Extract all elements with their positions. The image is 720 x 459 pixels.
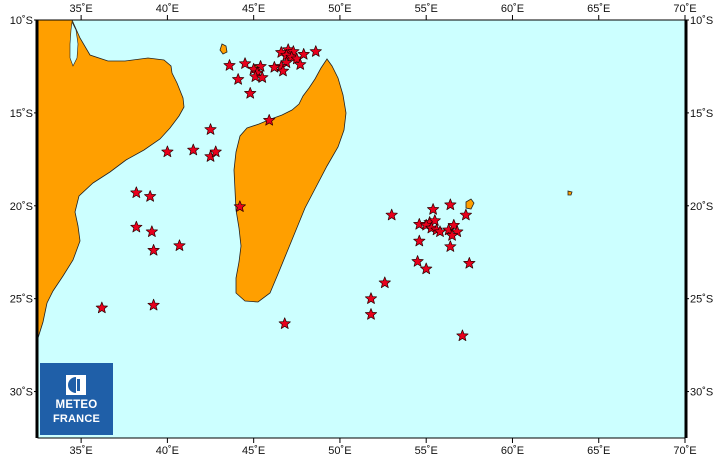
meteo-france-emblem-icon (66, 375, 86, 395)
epicenter-star-marker (459, 208, 472, 221)
epicenter-star-marker (413, 218, 426, 230)
epicenter-star-marker (447, 218, 460, 231)
epicenter-markers (95, 43, 476, 342)
epicenter-star-marker (287, 45, 300, 57)
epicenter-star-marker (428, 214, 441, 226)
y-tick-label: 25˚S (10, 294, 33, 306)
epicenter-star-marker (254, 60, 267, 72)
epicenter-star-marker (444, 198, 457, 211)
x-tick-label: 50˚E (328, 3, 351, 15)
epicenter-star-marker (385, 208, 398, 221)
epicenter-star-marker (420, 262, 433, 275)
x-tick-label: 55˚E (415, 445, 438, 457)
epicenter-star-marker (223, 59, 236, 71)
epicenter-star-marker (364, 308, 378, 320)
y-tick-label: 15˚S (10, 108, 33, 120)
x-tick-label: 40˚E (156, 3, 179, 15)
epicenter-star-marker (249, 70, 262, 82)
epicenter-star-marker (411, 255, 424, 267)
x-tick-label: 65˚E (587, 3, 610, 15)
y-tick-label: 25˚S (690, 294, 713, 306)
epicenter-star-marker (244, 87, 257, 99)
y-tick-label: 30˚S (690, 387, 713, 399)
y-tick-label: 30˚S (10, 387, 33, 399)
mauritius-island (567, 190, 573, 196)
epicenter-star-marker (147, 298, 160, 311)
comoros-island (219, 43, 228, 55)
epicenter-star-marker (144, 190, 157, 202)
x-tick-label: 35˚E (70, 445, 93, 457)
epicenter-star-marker (276, 64, 290, 77)
epicenter-star-marker (209, 145, 222, 158)
epicenter-star-marker (433, 225, 447, 237)
epicenter-star-marker (173, 239, 186, 251)
epicenter-star-marker (309, 45, 322, 57)
epicenter-star-marker (297, 48, 310, 60)
epicenter-star-marker (263, 113, 276, 126)
epicenter-star-marker (256, 71, 269, 83)
epicenter-star-marker (378, 276, 391, 289)
x-tick-label: 45˚E (242, 445, 265, 457)
epicenter-star-marker (204, 123, 217, 135)
epicenter-star-marker (463, 257, 476, 269)
epicenter-star-marker (446, 229, 459, 241)
epicenter-star-marker (364, 292, 378, 304)
epicenter-star-marker (161, 145, 174, 158)
epicenter-star-marker (427, 203, 440, 215)
y-tick-label: 10˚S (10, 15, 33, 27)
x-tick-label: 50˚E (328, 445, 351, 457)
epicenter-star-marker (278, 317, 291, 329)
epicenter-star-marker (95, 301, 108, 314)
epicenter-star-marker (413, 234, 426, 247)
axis-ticks: 35˚E 35˚E 40˚E 40˚E 45˚E 45˚E 50˚E 50˚E 55˚E 55˚E… (10, 3, 714, 457)
epicenter-star-marker (187, 143, 200, 156)
epicenter-star-marker (238, 57, 252, 69)
madagascar-landmass (233, 58, 347, 303)
x-tick-label: 70˚E (673, 3, 696, 15)
africa-landmass (38, 20, 185, 339)
x-tick-label: 55˚E (415, 3, 438, 15)
epicenter-star-marker (130, 186, 143, 198)
lake-malawi (69, 20, 79, 67)
epicenter-star-marker (294, 58, 307, 70)
y-tick-label: 10˚S (690, 15, 713, 27)
y-tick-label: 15˚S (690, 108, 713, 120)
epicenter-star-marker (233, 200, 246, 212)
epicenter-star-marker (130, 220, 143, 233)
x-tick-label: 40˚E (156, 445, 179, 457)
logo-line1: METEO (55, 399, 98, 411)
epicenter-star-marker (147, 244, 160, 256)
reunion-island (465, 198, 475, 210)
epicenter-star-marker (232, 73, 245, 85)
x-tick-label: 60˚E (501, 445, 524, 457)
meteo-france-logo: METEO FRANCE (40, 363, 113, 435)
x-tick-label: 70˚E (673, 445, 696, 457)
x-tick-label: 35˚E (70, 3, 93, 15)
logo-line2: FRANCE (52, 413, 101, 425)
epicenter-star-marker (444, 240, 457, 252)
epicenter-star-marker (145, 225, 158, 237)
epicenter-star-marker (268, 61, 281, 73)
x-tick-label: 45˚E (242, 3, 265, 15)
y-tick-label: 20˚S (10, 201, 33, 213)
x-tick-label: 60˚E (501, 3, 524, 15)
x-tick-label: 65˚E (587, 445, 610, 457)
epicenter-star-marker (456, 329, 469, 342)
y-tick-label: 20˚S (690, 201, 713, 213)
